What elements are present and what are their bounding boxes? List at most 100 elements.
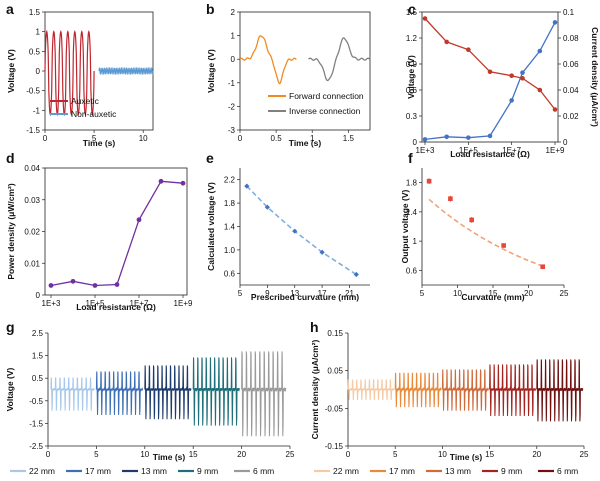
y-tick-label: -1 [228, 79, 236, 88]
x-tick-label: 25 [560, 289, 569, 298]
panel-label-d: d [6, 150, 15, 166]
y-tick-label: 0.6 [406, 266, 418, 275]
y-tick-label: -1.5 [29, 419, 43, 428]
x-tick-label: 13 [290, 289, 299, 298]
series-trace-22-mm [347, 379, 395, 401]
x-tick-label: 25 [580, 450, 589, 459]
series-line-forward [239, 35, 297, 85]
data-point [244, 183, 250, 189]
x-tick-label: 10 [453, 289, 462, 298]
panel-label-h: h [310, 319, 319, 335]
x-tick-label: 17 [318, 289, 327, 298]
data-point [448, 196, 453, 202]
panel-h: -0.15 -0.05 0.05 0.15 0 5 10 15 20 25 Time (s) Curr… [310, 329, 589, 476]
x-axis-label: Time (s) [450, 452, 483, 462]
y-tick-label: 0.04 [24, 164, 40, 173]
data-point [552, 107, 558, 112]
series-trace-9-mm [192, 357, 240, 426]
x-tick-label: 1E+7 [502, 146, 521, 155]
legend-label: 6 mm [253, 466, 274, 476]
data-point [520, 76, 525, 81]
y-axis-label: Voltage (V) [6, 49, 16, 93]
y-tick-label: 0 [231, 55, 236, 64]
y-axis-label: Calculated voltage (V) [206, 182, 216, 271]
data-point [353, 271, 359, 278]
data-point [426, 178, 432, 184]
data-point [552, 20, 558, 25]
data-point [92, 283, 98, 288]
y-tick-label: 0.6 [406, 86, 418, 95]
y-axis-label: Voltage (V) [406, 55, 416, 99]
y-tick-label: 0 [413, 138, 418, 147]
x-tick-label: 1E+3 [42, 299, 61, 308]
x-axis-label: Prescribed curvature (mm) [251, 292, 359, 302]
x-tick-label: 0 [43, 134, 48, 143]
x-tick-label: 0 [346, 450, 351, 459]
legend-label: 13 mm [141, 466, 167, 476]
y-tick-label: 0.3 [406, 112, 418, 121]
x-tick-label: 0 [46, 450, 51, 459]
y-tick-label: 0.05 [327, 367, 343, 376]
y-tick-label: 1.8 [224, 199, 236, 208]
x-tick-label: 1.5 [343, 134, 355, 143]
y-tick-label: 1.4 [224, 223, 236, 232]
x-tick-label: 5 [238, 289, 243, 298]
data-point [136, 217, 142, 223]
y-tick-label: 0.02 [24, 228, 40, 237]
series-trace-13-mm [144, 365, 192, 420]
x-tick-label: 20 [524, 289, 533, 298]
x-tick-label: 5 [393, 450, 398, 459]
series-line-non-auxetic [98, 66, 154, 76]
panel-label-b: b [206, 1, 215, 17]
y-tick-label: 1.4 [406, 208, 418, 217]
series-trace-6-mm [241, 351, 287, 437]
y-tick-label: 2.5 [32, 329, 44, 338]
panel-label-c: c [408, 1, 416, 17]
y-tick-label: -1.5 [26, 126, 40, 135]
legend-label: 13 mm [445, 466, 471, 476]
panel-b: -3 -2 -1 0 1 2 0 0.5 1 1.5 Time (s) Voltage (V) Forw… [206, 8, 371, 148]
data-point [501, 243, 506, 248]
y-tick-label: 2 [231, 8, 236, 17]
series-line-auxetic [44, 29, 95, 117]
y-tick-label: 0 [36, 291, 41, 300]
plot-frame [240, 168, 370, 285]
x-tick-label: 25 [286, 450, 295, 459]
legend-label: Auxetic [71, 96, 100, 106]
y-tick-label: 0.03 [24, 196, 40, 205]
y-tick-label: 1.0 [224, 246, 236, 255]
series-line-current-density [424, 18, 556, 110]
y-tick-label: 1 [36, 28, 41, 37]
series-trace-17-mm [95, 371, 144, 416]
panel-label-f: f [408, 150, 413, 166]
panel-label-g: g [6, 319, 15, 335]
legend-label: 22 mm [29, 466, 55, 476]
legend-label: Inverse connection [289, 106, 361, 116]
data-point [540, 264, 545, 270]
data-point [537, 87, 543, 93]
x-axis-label: Load resistance (Ω) [76, 302, 156, 312]
data-point [319, 249, 325, 255]
y-right-tick-label: 0.08 [563, 34, 579, 43]
y-tick-label: -1 [33, 106, 41, 115]
data-point [537, 48, 543, 54]
legend-label: Forward connection [289, 91, 364, 101]
series-line-power-density [50, 180, 184, 287]
data-point [487, 69, 493, 75]
plot-frame [421, 11, 559, 143]
plot-frame [44, 167, 188, 296]
data-point [48, 283, 54, 288]
y-tick-label: 1.5 [406, 8, 418, 17]
legend-label: 6 mm [557, 466, 578, 476]
y-axis-label: Voltage (V) [206, 49, 216, 93]
data-point [292, 228, 298, 234]
data-point [70, 278, 76, 284]
y-tick-label: 1.2 [406, 34, 418, 43]
x-tick-label: 9 [265, 289, 270, 298]
y-tick-label: 1 [413, 237, 418, 246]
x-axis-label: Load resistance (Ω) [450, 149, 530, 159]
y-axis-label: Power density (μW/cm²) [6, 183, 16, 280]
x-tick-label: 0.5 [271, 134, 283, 143]
